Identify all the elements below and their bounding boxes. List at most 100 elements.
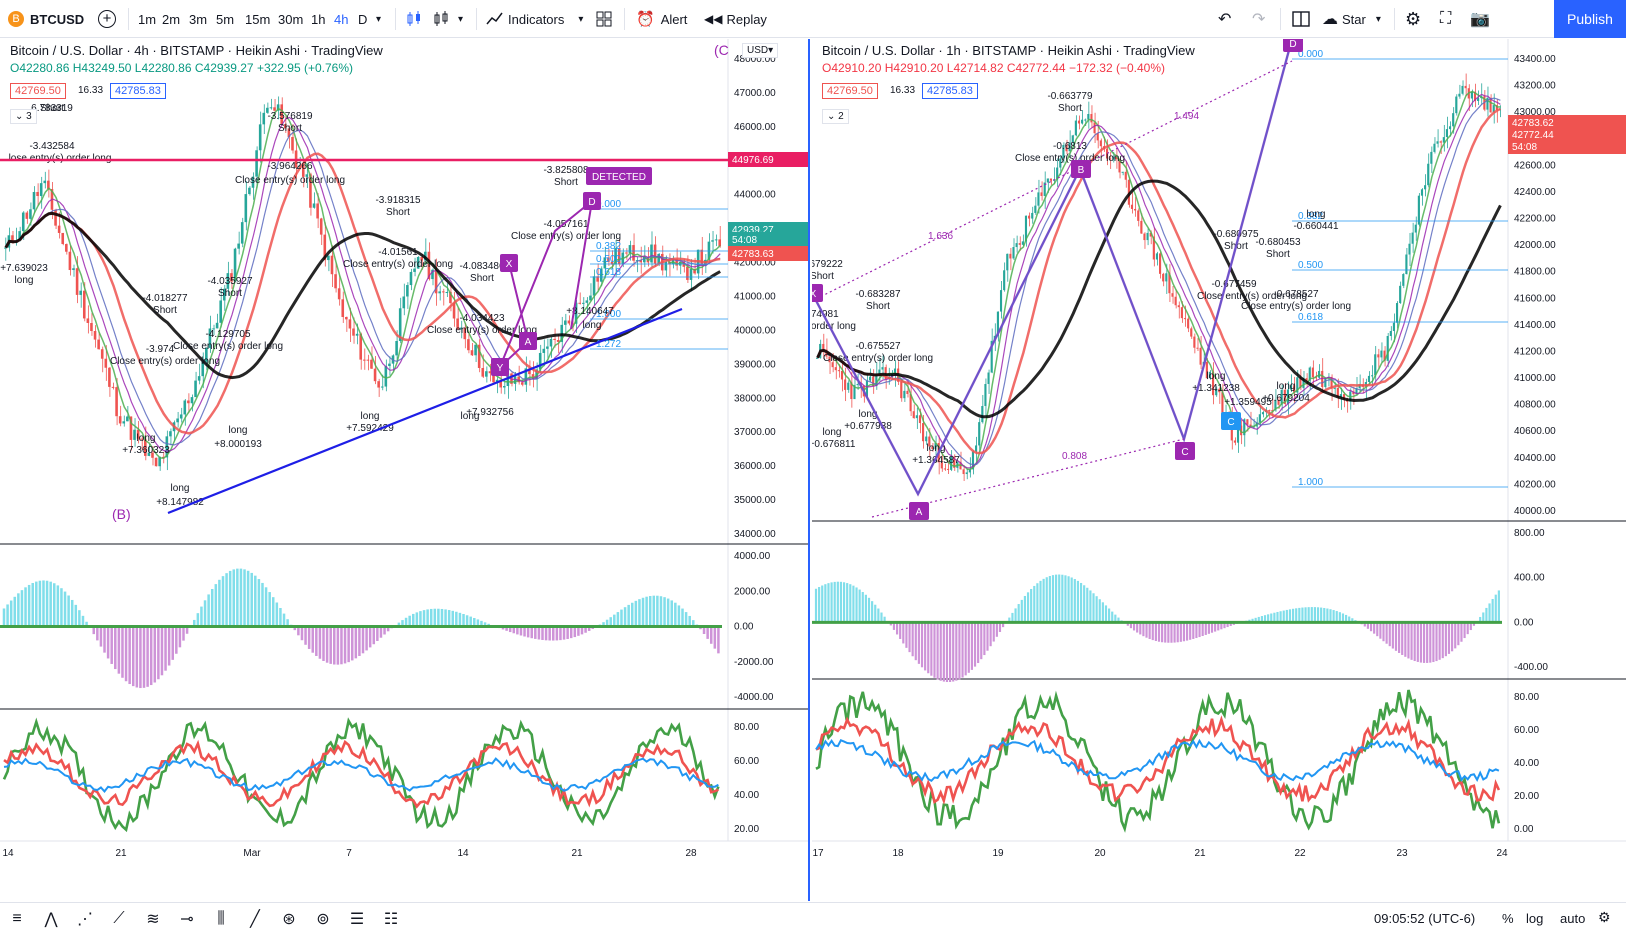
left-chart-canvas[interactable]: 48000.0047000.0046000.0045000.0044000.00… <box>0 39 808 901</box>
indicators-button[interactable]: Indicators ▾ <box>486 0 583 38</box>
trade-annotation: +1.359495 <box>1224 397 1272 408</box>
chart-settings-button[interactable]: ⚙ <box>1598 909 1611 926</box>
interval-D[interactable]: D <box>358 11 368 27</box>
trendline-icon[interactable]: ⟋ <box>113 910 125 927</box>
rsi-axis-label: 60.00 <box>734 756 759 767</box>
bar-style-button[interactable] <box>405 0 423 38</box>
price-axis-label: 43400.00 <box>1514 54 1556 65</box>
currency-button[interactable]: USD▾ <box>742 43 779 58</box>
candle <box>1199 347 1202 365</box>
pattern-point-label: B <box>1078 165 1085 176</box>
chart-type-button[interactable]: ▾ <box>432 0 463 38</box>
interval-5m[interactable]: 5m <box>216 11 235 27</box>
ohlc-low: L42280.86 <box>134 61 192 75</box>
fullscreen-button[interactable]: ⛶ <box>1440 0 1451 38</box>
interval-2m[interactable]: 2m <box>162 11 181 27</box>
candle <box>100 349 104 359</box>
candle <box>251 176 255 188</box>
publish-button[interactable]: Publish <box>1554 0 1626 38</box>
save-star-button[interactable]: ☁ Star ▾ <box>1322 0 1381 38</box>
interval-15m[interactable]: 15m <box>245 11 271 27</box>
interval-1m[interactable]: 1m <box>138 11 157 27</box>
replay-button[interactable]: ◀◀ Replay <box>704 0 767 38</box>
interval-dropdown-icon[interactable]: ▾ <box>376 13 382 25</box>
right-chart-canvas[interactable]: 43400.0043200.0043000.0042800.0042600.00… <box>788 34 1626 901</box>
collapse-indicators-button[interactable]: ⌄ 2 <box>822 109 849 124</box>
alert-button[interactable]: ⏰ Alert <box>636 0 687 38</box>
left-chart-panel[interactable]: 48000.0047000.0046000.0045000.0044000.00… <box>0 39 810 901</box>
candle <box>481 367 485 377</box>
percent-toggle[interactable]: % <box>1502 911 1514 926</box>
candle <box>850 382 853 400</box>
clock-label[interactable]: 09:05:52 (UTC-6) <box>1374 911 1476 926</box>
wave-icon[interactable]: ⋰ <box>77 911 93 928</box>
ray-icon[interactable]: ⊸ <box>180 911 194 928</box>
candle <box>222 288 226 301</box>
log-toggle[interactable]: log <box>1526 911 1544 926</box>
moving-average-line <box>5 116 721 452</box>
menu-icon[interactable]: ≡ <box>12 910 22 927</box>
candle <box>639 260 643 263</box>
candle <box>54 209 57 226</box>
interval-30m[interactable]: 30m <box>278 11 304 27</box>
grid-lines-icon[interactable]: ☰ <box>349 911 365 928</box>
table-icon[interactable]: ☷ <box>383 911 399 928</box>
candle <box>1458 93 1461 97</box>
buy-price-box[interactable]: 42785.83 <box>922 83 978 99</box>
interval-4h[interactable]: 4h <box>334 11 349 27</box>
oscillator-axis-label: 0.00 <box>734 622 754 633</box>
auto-toggle[interactable]: auto <box>1560 911 1586 926</box>
candle <box>1470 91 1473 99</box>
screenshot-button[interactable]: 📷 <box>1470 0 1490 38</box>
symbol-search[interactable]: B BTCUSD <box>8 0 84 38</box>
buy-price-box[interactable]: 42785.83 <box>110 83 166 99</box>
right-chart-panel[interactable]: 43400.0043200.0043000.0042800.0042600.00… <box>788 34 1626 901</box>
price-axis-label: 47000.00 <box>734 88 776 99</box>
rsi-line <box>815 738 1500 783</box>
time-axis-label: 14 <box>2 848 14 859</box>
candle <box>409 271 413 286</box>
candle <box>513 376 517 384</box>
sell-price-box[interactable]: 42769.50 <box>822 83 878 99</box>
candle <box>1420 189 1424 196</box>
candle <box>118 416 122 424</box>
pattern-icon[interactable]: ⋀ <box>44 911 58 928</box>
interval-3m[interactable]: 3m <box>189 11 208 27</box>
layout-button[interactable] <box>1292 0 1310 38</box>
add-symbol-button[interactable]: + <box>98 0 116 38</box>
cycle-icon[interactable]: ⊚ <box>316 911 330 928</box>
templates-button[interactable] <box>596 0 612 38</box>
trade-annotation: +0.676811 <box>812 439 856 450</box>
gann-icon[interactable]: ⫼ <box>217 910 225 927</box>
candle <box>1464 85 1467 89</box>
candle <box>133 429 136 440</box>
undo-button[interactable]: ↶ <box>1218 0 1231 38</box>
candle <box>1289 385 1293 390</box>
shape-icon[interactable]: ⊛ <box>282 911 296 928</box>
candle <box>1012 247 1015 259</box>
candle <box>86 318 90 323</box>
price-tag-bg <box>728 152 808 167</box>
candle <box>528 368 531 375</box>
candle <box>1439 141 1442 143</box>
candle <box>542 348 546 353</box>
fib-icon[interactable]: ≋ <box>146 911 160 928</box>
trade-annotation: Short <box>218 288 242 299</box>
trade-annotation: +7.932756 <box>466 407 514 418</box>
rsi-line <box>3 739 719 809</box>
price-axis-label: 41800.00 <box>1514 267 1556 278</box>
interval-1h[interactable]: 1h <box>311 11 326 27</box>
candle <box>380 386 384 388</box>
line-icon[interactable]: ╱ <box>250 911 260 928</box>
candle <box>373 368 377 382</box>
trade-annotation: Short <box>1266 249 1290 260</box>
candle <box>341 299 345 317</box>
redo-button[interactable]: ↷ <box>1252 0 1265 38</box>
ohlc-low: L42714.82 <box>946 61 1004 75</box>
candle <box>201 361 205 377</box>
fib-extension-line <box>871 438 1185 518</box>
settings-button[interactable]: ⚙ <box>1405 0 1421 38</box>
sell-price-box[interactable]: 42769.50 <box>10 83 66 99</box>
collapse-indicators-button[interactable]: ⌄ 3 <box>10 109 37 124</box>
candle <box>1342 394 1346 400</box>
